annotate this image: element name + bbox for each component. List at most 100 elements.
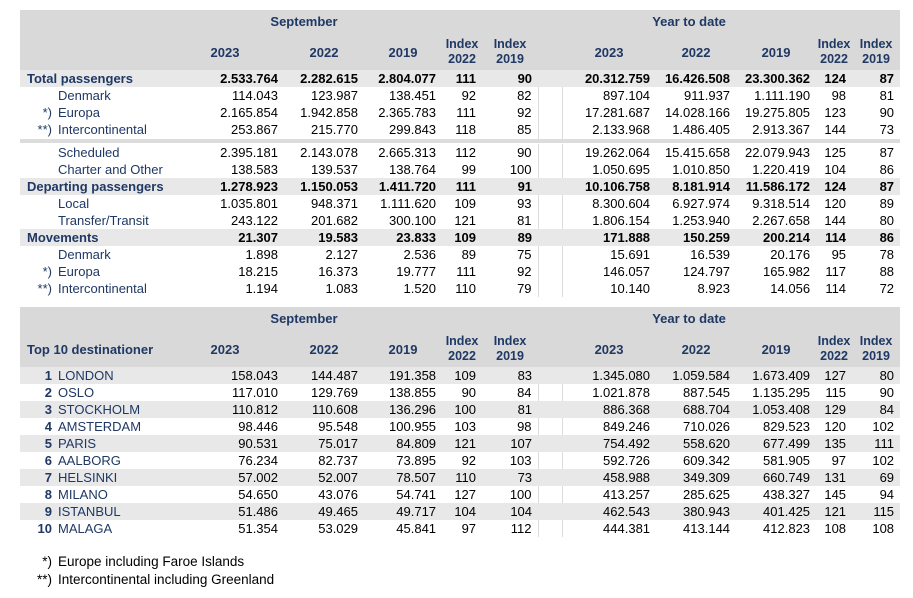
row-label: Europa bbox=[58, 105, 100, 120]
value-cell: 438.327 bbox=[763, 487, 811, 502]
value-cell: 2.395.181 bbox=[220, 145, 278, 160]
value-cell: 89 bbox=[482, 229, 539, 246]
table-row: Charter and Other 138.583 139.537 138.764 99… bbox=[20, 161, 900, 178]
traffic-summary-table: September Year to date 2023 2022 2019 Index 2… bbox=[20, 10, 901, 297]
value-cell: 191.358 bbox=[364, 367, 443, 384]
value-cell: 165.982 bbox=[763, 264, 811, 279]
value-cell: 114 bbox=[816, 229, 853, 246]
value-cell: 1.278.923 bbox=[166, 178, 284, 195]
value-cell: 138.451 bbox=[389, 88, 437, 103]
value-cell: 82.737 bbox=[318, 453, 358, 468]
value-cell: 16.539 bbox=[690, 247, 731, 262]
value-cell: 109 bbox=[442, 229, 483, 246]
value-cell: 19.777 bbox=[396, 264, 437, 279]
value-cell: 81 bbox=[517, 213, 532, 228]
value-cell: 127 bbox=[816, 367, 853, 384]
value-cell: 1.194 bbox=[245, 281, 278, 296]
header-spacer bbox=[538, 10, 563, 34]
value-cell: 2.365.783 bbox=[378, 105, 437, 120]
row-label: OSLO bbox=[58, 385, 95, 400]
value-cell: 1.150.053 bbox=[284, 178, 364, 195]
index-2019-header: Index 2019 bbox=[852, 331, 901, 367]
value-cell: 200.214 bbox=[736, 229, 817, 246]
row-label: PARIS bbox=[56, 435, 166, 452]
value-cell: 57.002 bbox=[166, 469, 284, 486]
header-spacer bbox=[538, 307, 563, 331]
rank-cell: 6 bbox=[44, 453, 52, 468]
table-row: Departing passengers 1.278.923 1.150.053 1.… bbox=[20, 178, 901, 195]
value-cell: 948.371 bbox=[311, 196, 358, 211]
value-cell: 92 bbox=[517, 264, 532, 279]
table-row: 10 MALAGA 51.354 53.029 45.841 97 112 444.381 41… bbox=[20, 520, 900, 537]
column-gap-spacer bbox=[537, 520, 563, 537]
value-cell: 120 bbox=[824, 196, 847, 211]
index-2019-header: Index 2019 bbox=[852, 34, 901, 70]
value-cell: 1.021.878 bbox=[592, 385, 651, 400]
row-label: Departing passengers bbox=[20, 178, 166, 195]
header-blank bbox=[852, 10, 901, 34]
value-cell: 121 bbox=[454, 213, 477, 228]
row-marker bbox=[20, 212, 56, 229]
value-cell: 107 bbox=[482, 435, 539, 452]
year-header: 2019 bbox=[736, 331, 817, 367]
index-2019-header: Index 2019 bbox=[482, 34, 539, 70]
value-cell: 19.583 bbox=[284, 229, 364, 246]
value-cell: 349.309 bbox=[656, 469, 737, 486]
value-cell: 97 bbox=[831, 453, 847, 468]
value-cell: 73 bbox=[482, 469, 539, 486]
header-blank bbox=[816, 10, 853, 34]
value-cell: 81 bbox=[879, 88, 895, 103]
value-cell: 90 bbox=[879, 385, 895, 400]
value-cell: 1.898 bbox=[245, 247, 278, 262]
value-cell: 121 bbox=[816, 503, 853, 520]
value-cell: 109 bbox=[442, 367, 483, 384]
table-row: 6 AALBORG 76.234 82.737 73.895 92 103 592.726 60… bbox=[20, 452, 900, 469]
footnotes: *) Europe including Faroe Islands **) In… bbox=[0, 553, 913, 589]
value-cell: 754.492 bbox=[562, 435, 657, 452]
value-cell: 100 bbox=[509, 487, 532, 502]
row-label: ISTANBUL bbox=[56, 503, 166, 520]
value-cell: 117.010 bbox=[231, 385, 278, 400]
value-cell: 73.895 bbox=[396, 453, 437, 468]
separator-cell bbox=[20, 138, 901, 144]
column-gap-spacer bbox=[537, 280, 563, 297]
group-header-ytd: Year to date bbox=[562, 10, 817, 34]
value-cell: 285.625 bbox=[683, 487, 731, 502]
value-cell: 10.140 bbox=[610, 281, 651, 296]
value-cell: 135 bbox=[816, 435, 853, 452]
column-gap-spacer bbox=[538, 469, 563, 486]
value-cell: 100.955 bbox=[389, 419, 437, 434]
header-blank bbox=[20, 307, 166, 331]
group-header-september: September bbox=[166, 10, 443, 34]
value-cell: 110.812 bbox=[166, 401, 284, 418]
value-cell: 51.354 bbox=[238, 521, 278, 536]
value-cell: 20.176 bbox=[770, 247, 811, 262]
value-cell: 19.275.805 bbox=[744, 105, 811, 120]
value-cell: 1.050.695 bbox=[592, 162, 651, 177]
header-blank bbox=[816, 307, 853, 331]
value-cell: 18.215 bbox=[238, 264, 278, 279]
value-cell: 1.411.720 bbox=[364, 178, 443, 195]
header-spacer bbox=[538, 331, 563, 367]
header-blank bbox=[442, 307, 483, 331]
value-cell: 17.281.687 bbox=[584, 105, 651, 120]
column-gap-spacer bbox=[538, 178, 563, 195]
value-cell: 911.937 bbox=[684, 88, 731, 103]
value-cell: 90 bbox=[482, 70, 539, 87]
value-cell: 54.650 bbox=[238, 487, 278, 502]
value-cell: 2.143.078 bbox=[300, 145, 358, 160]
value-cell: 78 bbox=[879, 247, 895, 262]
value-cell: 53.029 bbox=[318, 521, 358, 536]
value-cell: 110 bbox=[442, 469, 483, 486]
value-cell: 123.987 bbox=[311, 88, 358, 103]
value-cell: 121 bbox=[442, 435, 483, 452]
row-marker: *) bbox=[42, 105, 52, 120]
value-cell: 103 bbox=[509, 453, 532, 468]
value-cell: 90.531 bbox=[166, 435, 284, 452]
value-cell: 127 bbox=[454, 487, 477, 502]
row-label: AALBORG bbox=[58, 453, 121, 468]
value-cell: 108 bbox=[824, 521, 847, 536]
footnote-text: Intercontinental including Greenland bbox=[58, 572, 275, 587]
value-cell: 243.122 bbox=[231, 213, 278, 228]
